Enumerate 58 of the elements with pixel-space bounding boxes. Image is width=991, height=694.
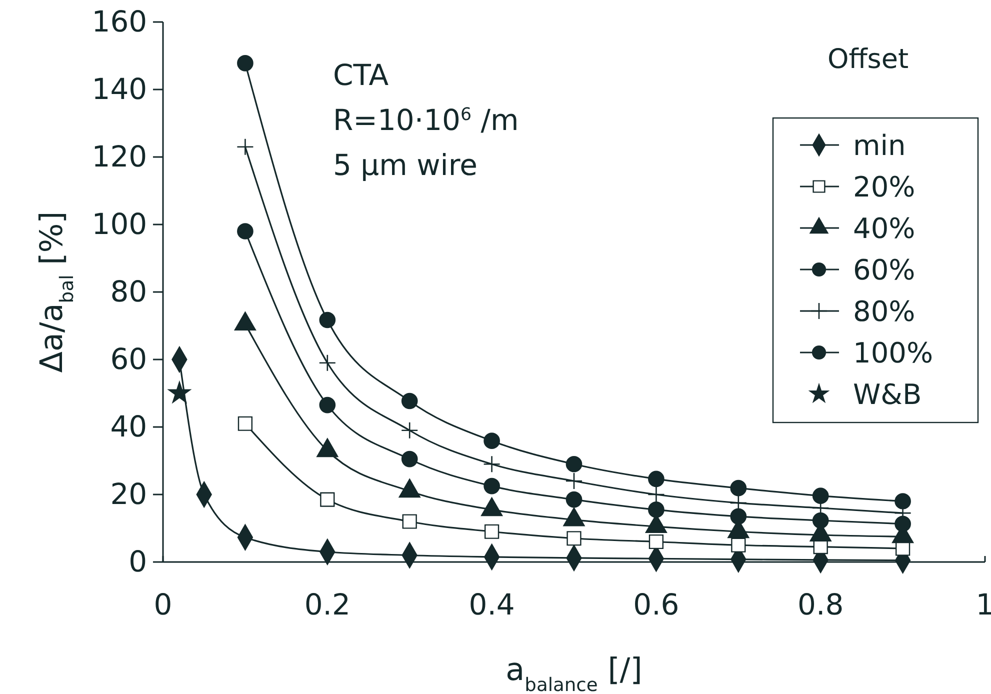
legend-label: 40% [853, 212, 916, 245]
point [318, 354, 336, 372]
point [236, 138, 254, 156]
point [483, 455, 500, 473]
point [401, 450, 418, 468]
y-tick-label: 160 [92, 4, 148, 38]
point [484, 478, 500, 494]
annotation: CTA [333, 58, 389, 92]
point [319, 312, 336, 328]
legend-label: 80% [853, 295, 916, 328]
point [648, 502, 664, 518]
y-tick-label: 80 [110, 274, 148, 308]
x-tick-label: 0.4 [468, 588, 515, 622]
point [566, 491, 582, 508]
point [484, 432, 500, 449]
point [320, 492, 335, 507]
y-tick-label: 140 [92, 72, 148, 106]
y-tick-label: 0 [128, 544, 148, 578]
point [238, 416, 253, 431]
x-tick-label: 0.6 [633, 588, 680, 622]
legend-label: 60% [853, 254, 916, 286]
x-axis-title: a$_{balance}$ [/] [506, 652, 642, 694]
y-tick-label: 20 [110, 476, 148, 511]
x-tick-label: 0.8 [798, 588, 844, 622]
x-tick-label: 0 [154, 588, 172, 622]
legend-label: 20% [853, 170, 916, 204]
y-tick-label: 100 [92, 206, 148, 241]
point [731, 538, 746, 552]
point [812, 512, 829, 529]
legend-label: min [853, 129, 906, 162]
point [894, 493, 911, 510]
point [566, 456, 582, 472]
annotation: R=10·10$^{6}$ /m [333, 103, 519, 137]
legend-title: Offset [827, 44, 909, 75]
point [648, 470, 664, 488]
point [648, 486, 665, 504]
y-tick-label: 60 [110, 342, 148, 376]
point [730, 508, 747, 525]
point [237, 55, 254, 72]
point [400, 422, 418, 440]
y-tick-label: 40 [110, 409, 148, 444]
point [484, 524, 500, 539]
point [237, 223, 254, 240]
x-tick-label: 0.2 [304, 588, 350, 622]
point [319, 396, 336, 414]
legend-label: W&B [853, 378, 922, 411]
point [402, 514, 417, 529]
point [565, 472, 583, 490]
annotation: 5 µm wire [333, 148, 478, 182]
point [566, 531, 582, 546]
point [648, 534, 664, 550]
point [401, 392, 418, 410]
point [812, 488, 829, 504]
legend-label: 100% [853, 336, 934, 370]
point [730, 480, 747, 496]
point [894, 516, 911, 532]
y-tick-label: 120 [92, 139, 148, 174]
point [168, 381, 191, 403]
